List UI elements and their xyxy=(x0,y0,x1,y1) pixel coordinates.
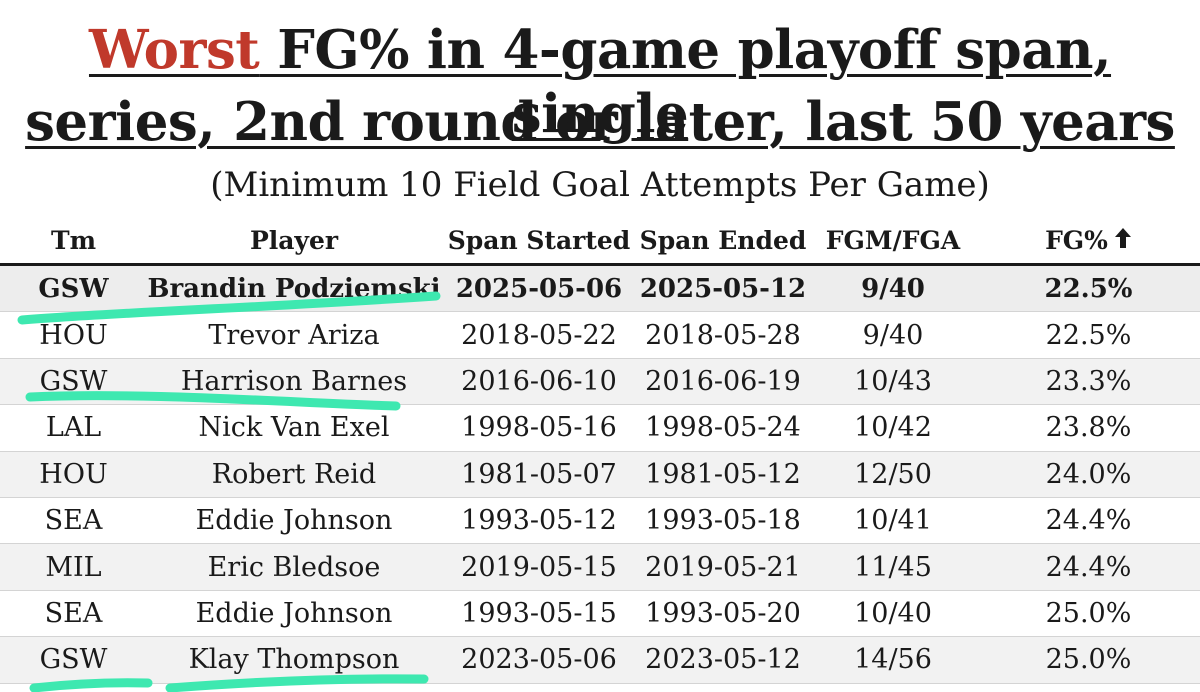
cell-span-ended: 2019-05-21 xyxy=(637,543,809,591)
cell-span-started: 1993-05-12 xyxy=(441,497,637,545)
cell-span-started: 2019-05-15 xyxy=(441,543,637,591)
table-row: SEA Eddie Johnson 1993-05-12 1993-05-18 … xyxy=(0,497,1200,545)
cell-player: Eddie Johnson xyxy=(147,497,441,545)
cell-player: Harrison Barnes xyxy=(147,358,441,406)
cell-span-started: 2016-06-10 xyxy=(441,358,637,406)
cell-fgm-fga: 10/43 xyxy=(809,358,977,406)
stats-table: Tm Player Span Started Span Ended FGM/FG… xyxy=(0,217,1200,684)
cell-span-started: 1981-05-07 xyxy=(441,451,637,498)
cell-span-started: 2018-05-22 xyxy=(441,311,637,359)
cell-player: Eddie Johnson xyxy=(147,590,441,638)
title-underlined-text: Worst FG% in 4-game playoff span, single xyxy=(88,19,1112,145)
cell-span-ended: 2025-05-12 xyxy=(637,264,809,313)
cell-span-ended: 1981-05-12 xyxy=(637,451,809,498)
cell-player: Brandin Podziemski xyxy=(147,264,441,313)
cell-span-ended: 1993-05-20 xyxy=(637,590,809,638)
cell-fgm-fga: 14/56 xyxy=(809,636,977,684)
page-title-line-2: series, 2nd round or later, last 50 year… xyxy=(0,90,1200,154)
cell-tm: SEA xyxy=(0,497,147,545)
cell-fg-pct: 23.3% xyxy=(977,358,1200,406)
cell-fgm-fga: 12/50 xyxy=(809,451,977,498)
table-header-row: Tm Player Span Started Span Ended FGM/FG… xyxy=(0,217,1200,266)
table-row: HOU Trevor Ariza 2018-05-22 2018-05-28 9… xyxy=(0,311,1200,359)
cell-fgm-fga: 10/42 xyxy=(809,404,977,452)
table-row: LAL Nick Van Exel 1998-05-16 1998-05-24 … xyxy=(0,404,1200,452)
cell-span-started: 1993-05-15 xyxy=(441,590,637,638)
page-title-line-1: Worst FG% in 4-game playoff span, single xyxy=(0,18,1200,146)
cell-span-ended: 1998-05-24 xyxy=(637,404,809,452)
cell-span-ended: 2023-05-12 xyxy=(637,636,809,684)
table-row: GSW Klay Thompson 2023-05-06 2023-05-12 … xyxy=(0,636,1200,684)
header-fg-pct[interactable]: FG% xyxy=(977,217,1200,266)
cell-span-ended: 1993-05-18 xyxy=(637,497,809,545)
cell-tm: GSW xyxy=(0,358,147,406)
cell-fgm-fga: 10/40 xyxy=(809,590,977,638)
cell-fgm-fga: 11/45 xyxy=(809,543,977,591)
highlighter-underline-row-9-team xyxy=(29,678,153,692)
cell-tm: LAL xyxy=(0,404,147,452)
cell-player: Trevor Ariza xyxy=(147,311,441,359)
cell-fg-pct: 24.4% xyxy=(977,497,1200,545)
cell-span-started: 1998-05-16 xyxy=(441,404,637,452)
cell-player: Eric Bledsoe xyxy=(147,543,441,591)
table-row: MIL Eric Bledsoe 2019-05-15 2019-05-21 1… xyxy=(0,543,1200,591)
cell-tm: HOU xyxy=(0,451,147,498)
table-row: GSW Brandin Podziemski 2025-05-06 2025-0… xyxy=(0,264,1200,313)
cell-fg-pct: 24.4% xyxy=(977,543,1200,591)
cell-player: Nick Van Exel xyxy=(147,404,441,452)
table-row: SEA Eddie Johnson 1993-05-15 1993-05-20 … xyxy=(0,590,1200,638)
cell-fg-pct: 24.0% xyxy=(977,451,1200,498)
cell-span-ended: 2018-05-28 xyxy=(637,311,809,359)
cell-fg-pct: 22.5% xyxy=(977,264,1200,313)
cell-tm: MIL xyxy=(0,543,147,591)
arrow-up-icon xyxy=(1114,226,1132,255)
header-tm[interactable]: Tm xyxy=(0,217,147,266)
cell-player: Robert Reid xyxy=(147,451,441,498)
header-fgm-fga[interactable]: FGM/FGA xyxy=(809,217,977,266)
table-row: GSW Harrison Barnes 2016-06-10 2016-06-1… xyxy=(0,358,1200,406)
title-line-2-text: series, 2nd round or later, last 50 year… xyxy=(25,91,1175,153)
cell-fgm-fga: 9/40 xyxy=(809,311,977,359)
subtitle: (Minimum 10 Field Goal Attempts Per Game… xyxy=(210,165,990,205)
cell-span-ended: 2016-06-19 xyxy=(637,358,809,406)
cell-player: Klay Thompson xyxy=(147,636,441,684)
cell-fgm-fga: 10/41 xyxy=(809,497,977,545)
header-fg-pct-label: FG% xyxy=(1045,225,1108,255)
cell-fg-pct: 22.5% xyxy=(977,311,1200,359)
header-span-ended[interactable]: Span Ended xyxy=(637,217,809,266)
table-row: HOU Robert Reid 1981-05-07 1981-05-12 12… xyxy=(0,451,1200,498)
header-span-started[interactable]: Span Started xyxy=(441,217,637,266)
header-player[interactable]: Player xyxy=(147,217,441,266)
cell-fg-pct: 25.0% xyxy=(977,636,1200,684)
cell-tm: SEA xyxy=(0,590,147,638)
cell-tm: GSW xyxy=(0,636,147,684)
cell-span-started: 2025-05-06 xyxy=(441,264,637,313)
cell-fgm-fga: 9/40 xyxy=(809,264,977,313)
cell-tm: GSW xyxy=(0,264,147,313)
title-highlight: Worst xyxy=(88,19,260,81)
cell-fg-pct: 23.8% xyxy=(977,404,1200,452)
cell-tm: HOU xyxy=(0,311,147,359)
cell-fg-pct: 25.0% xyxy=(977,590,1200,638)
cell-span-started: 2023-05-06 xyxy=(441,636,637,684)
title-line-1-text: FG% in 4-game playoff span, single xyxy=(259,19,1112,145)
